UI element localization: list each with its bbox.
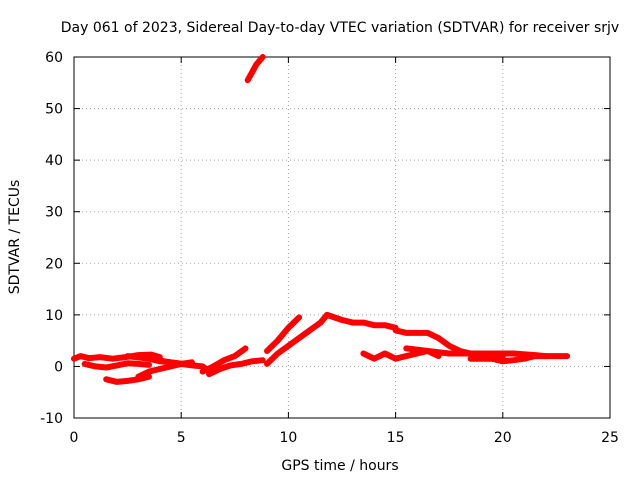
x-tick-label: 25 [601,430,619,446]
y-tick-label: 20 [45,256,63,272]
x-tick-label: 20 [494,430,512,446]
x-tick-label: 5 [177,430,186,446]
plot-frame [73,56,611,419]
y-tick-label: 0 [54,359,63,375]
series-arc-16 [467,353,571,365]
y-tick-label: 30 [45,205,63,221]
series-arc-10 [264,314,303,354]
series-arc-8 [206,357,266,378]
series-arc-11 [264,311,330,367]
series-arc-7 [199,345,249,375]
axis-ticks: 0 5 10 15 20 25 -10 0 10 20 30 40 50 60 [40,50,619,446]
chart-title: Day 061 of 2023, Sidereal Day-to-day VTE… [61,20,619,36]
y-tick-label: -10 [40,411,63,427]
series-arc-2 [81,360,152,371]
series-arc-6 [124,353,195,368]
y-tick-label: 50 [45,102,63,118]
x-tick-label: 15 [387,430,405,446]
y-tick-label: 10 [45,308,63,324]
y-tick-label: 40 [45,153,63,169]
y-axis-label: SDTVAR / TECUs [7,180,23,295]
y-tick-label: 60 [45,50,63,66]
grid [74,57,610,418]
series-arc-12 [324,311,399,331]
series-group [71,54,571,385]
x-tick-label: 10 [279,430,297,446]
series-arc-15 [403,345,549,360]
series-arc-3 [103,373,152,385]
x-tick-label: 0 [70,430,79,446]
series-arc-9 [244,54,266,84]
x-axis-label: GPS time / hours [281,458,398,474]
series-arc-1 [71,351,163,362]
